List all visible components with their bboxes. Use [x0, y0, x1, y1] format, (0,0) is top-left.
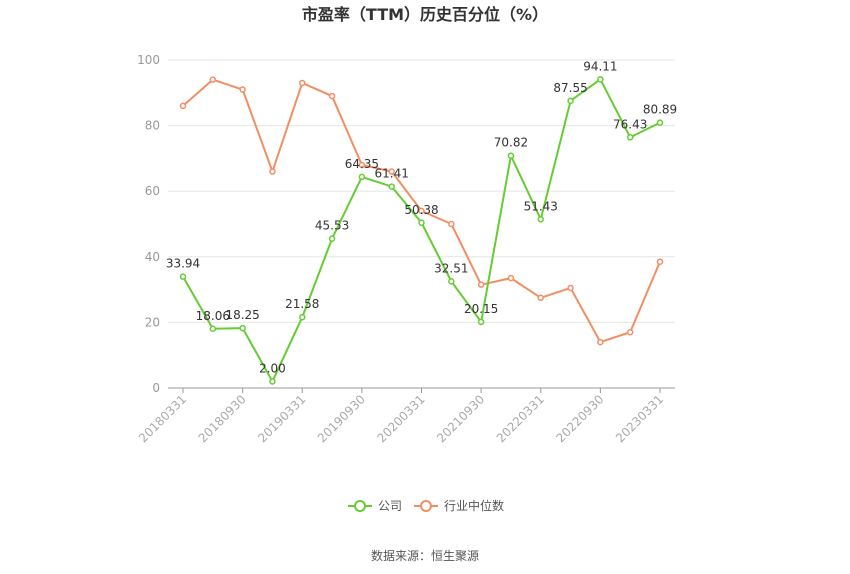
- chart-title: 市盈率（TTM）历史百分位（%）: [302, 5, 548, 24]
- data-point[interactable]: [567, 284, 574, 292]
- data-point[interactable]: [299, 313, 306, 321]
- y-tick-label: 40: [145, 250, 160, 264]
- series-layer: [179, 76, 664, 385]
- y-tick-label: 0: [152, 381, 160, 395]
- x-tick-label: 20180331: [136, 392, 189, 445]
- x-tick-label: 20190331: [255, 392, 308, 445]
- data-point[interactable]: [358, 173, 366, 181]
- data-point[interactable]: [269, 378, 276, 385]
- x-tick-label: 20200331: [375, 392, 428, 445]
- y-tick-label: 100: [137, 53, 160, 67]
- data-point[interactable]: [597, 338, 604, 346]
- data-label: 51.43: [524, 199, 558, 213]
- legend-item-industry-median[interactable]: 行业中位数: [414, 498, 504, 513]
- data-point[interactable]: [239, 86, 246, 93]
- axis-layer: 0 20 40 60 80 100 20180331 20180930 20190331 2019…: [136, 53, 675, 445]
- data-label: 61.41: [375, 167, 409, 181]
- source-text: 数据来源：恒生聚源: [371, 548, 479, 563]
- data-point[interactable]: [567, 97, 574, 105]
- data-point[interactable]: [299, 79, 306, 87]
- data-label: 70.82: [494, 136, 528, 150]
- data-label: 33.94: [166, 257, 200, 271]
- data-point[interactable]: [507, 274, 515, 282]
- data-point[interactable]: [209, 76, 217, 83]
- data-label: 32.51: [434, 261, 468, 275]
- x-tick-label: 20210930: [434, 392, 487, 445]
- data-point[interactable]: [179, 102, 187, 110]
- data-point[interactable]: [448, 220, 455, 228]
- data-label: 80.89: [643, 103, 677, 117]
- data-label: 20.15: [464, 302, 498, 316]
- data-point[interactable]: [448, 278, 455, 285]
- data-point[interactable]: [626, 134, 634, 141]
- y-tick-label: 60: [145, 184, 160, 198]
- data-point[interactable]: [388, 183, 395, 190]
- data-label: 76.43: [613, 117, 647, 131]
- x-tick-label: 20180930: [196, 392, 249, 445]
- data-point[interactable]: [418, 207, 425, 215]
- data-point[interactable]: [656, 258, 664, 265]
- x-tick-label: 20230331: [613, 392, 666, 445]
- data-label: 87.55: [553, 81, 587, 95]
- legend-label: 行业中位数: [444, 498, 504, 513]
- data-label: 45.53: [315, 219, 349, 233]
- y-tick-label: 80: [145, 119, 160, 133]
- data-point[interactable]: [656, 119, 664, 126]
- data-point[interactable]: [388, 168, 395, 175]
- data-label: 21.58: [285, 297, 319, 311]
- data-point[interactable]: [477, 281, 485, 288]
- data-label: 18.06: [196, 309, 230, 323]
- legend-marker: [420, 500, 432, 512]
- data-point[interactable]: [507, 152, 515, 159]
- data-label: 50.38: [404, 203, 438, 217]
- data-label: 94.11: [583, 59, 617, 73]
- data-point[interactable]: [418, 219, 425, 227]
- legend-label: 公司: [378, 499, 402, 513]
- grid-layer: [168, 59, 675, 323]
- legend-item-company[interactable]: 公司: [348, 499, 402, 513]
- data-point[interactable]: [597, 76, 604, 83]
- data-point[interactable]: [239, 324, 246, 332]
- data-point[interactable]: [537, 216, 544, 223]
- data-label: 18.25: [225, 308, 259, 322]
- data-point[interactable]: [537, 294, 544, 302]
- data-point[interactable]: [477, 318, 485, 326]
- data-point[interactable]: [626, 328, 634, 336]
- legend-marker: [354, 500, 366, 512]
- y-tick-label: 20: [145, 315, 160, 329]
- data-label: 64.35: [345, 157, 379, 171]
- data-point[interactable]: [328, 92, 336, 100]
- data-label: 2.00: [259, 361, 286, 375]
- x-tick-label: 20220331: [494, 392, 547, 445]
- x-tick-label: 20190930: [315, 392, 368, 445]
- x-tick-label: 20220930: [553, 392, 606, 445]
- data-point[interactable]: [269, 168, 276, 175]
- legend[interactable]: 公司 行业中位数: [348, 498, 504, 513]
- data-point[interactable]: [209, 325, 217, 333]
- data-point[interactable]: [358, 161, 366, 169]
- data-point[interactable]: [328, 235, 336, 242]
- data-point[interactable]: [179, 273, 187, 280]
